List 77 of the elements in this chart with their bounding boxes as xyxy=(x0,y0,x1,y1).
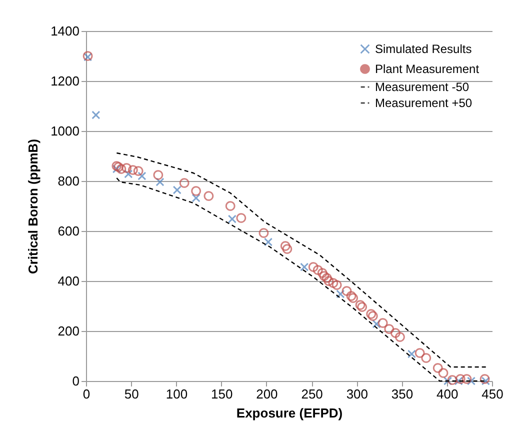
point xyxy=(462,374,472,384)
point xyxy=(138,172,146,180)
point xyxy=(447,375,458,385)
legend-label: Plant Measurement xyxy=(375,62,480,76)
line-series xyxy=(116,177,488,382)
point xyxy=(395,332,405,342)
point xyxy=(112,164,121,174)
point xyxy=(204,191,214,201)
point xyxy=(319,271,330,281)
point xyxy=(328,278,338,288)
point xyxy=(133,166,144,176)
point xyxy=(390,328,400,338)
point xyxy=(421,353,432,363)
y-tick-label: 0 xyxy=(72,374,80,388)
x-tick-label: 250 xyxy=(301,386,323,402)
y-tick-label: 1400 xyxy=(50,24,80,38)
legend-label: Measurement -50 xyxy=(375,80,470,94)
point xyxy=(124,170,133,178)
point xyxy=(258,228,269,238)
point xyxy=(192,194,200,202)
point xyxy=(122,163,132,173)
x-tick-label: 50 xyxy=(124,386,139,402)
y-tick-label: 800 xyxy=(58,174,80,188)
line-series xyxy=(116,152,488,368)
point xyxy=(153,170,164,180)
x-tick-label: 100 xyxy=(166,386,188,402)
point xyxy=(432,363,443,373)
x-tick-label: 300 xyxy=(346,386,368,402)
point xyxy=(179,178,190,188)
point xyxy=(332,280,342,290)
y-tick-label: 1000 xyxy=(50,124,80,138)
point xyxy=(191,186,202,196)
point xyxy=(264,238,273,246)
point xyxy=(236,213,246,223)
point xyxy=(384,324,394,334)
y-tick-label: 400 xyxy=(58,274,80,288)
point xyxy=(444,376,452,386)
point xyxy=(324,276,334,286)
point xyxy=(407,350,416,358)
x-tick-label: 450 xyxy=(482,386,504,402)
x-tick-label: 350 xyxy=(391,386,414,402)
point xyxy=(312,265,323,275)
point xyxy=(92,110,100,120)
point xyxy=(455,374,466,384)
point xyxy=(336,290,345,298)
point xyxy=(481,376,490,386)
point xyxy=(414,348,425,358)
x-tick-label: 400 xyxy=(436,386,458,402)
y-tick-label: 600 xyxy=(58,224,80,238)
point xyxy=(282,244,292,254)
x-axis-title: Exposure (EFPD) xyxy=(236,406,343,420)
point xyxy=(225,201,236,211)
y-tick-label: 1200 xyxy=(50,74,80,88)
point xyxy=(480,374,490,384)
point xyxy=(156,178,164,186)
point xyxy=(128,165,138,175)
point xyxy=(308,262,318,272)
point xyxy=(322,273,332,283)
x-tick-label: 0 xyxy=(82,386,90,402)
point xyxy=(466,376,476,386)
point xyxy=(228,214,236,224)
legend-label: Measurement +50 xyxy=(375,96,472,110)
point xyxy=(172,186,182,194)
point xyxy=(438,368,448,378)
point xyxy=(342,286,352,296)
point xyxy=(300,262,309,272)
point xyxy=(280,241,290,251)
point xyxy=(454,376,463,386)
y-tick-label: 200 xyxy=(58,324,80,338)
point xyxy=(372,320,381,328)
x-tick-label: 150 xyxy=(210,386,233,402)
point xyxy=(116,164,126,174)
legend-label: Simulated Results xyxy=(375,42,472,56)
point xyxy=(378,318,388,328)
x-tick-label: 200 xyxy=(256,386,278,402)
point xyxy=(317,268,328,278)
y-axis-title: Critical Boron (ppmB) xyxy=(26,138,41,274)
